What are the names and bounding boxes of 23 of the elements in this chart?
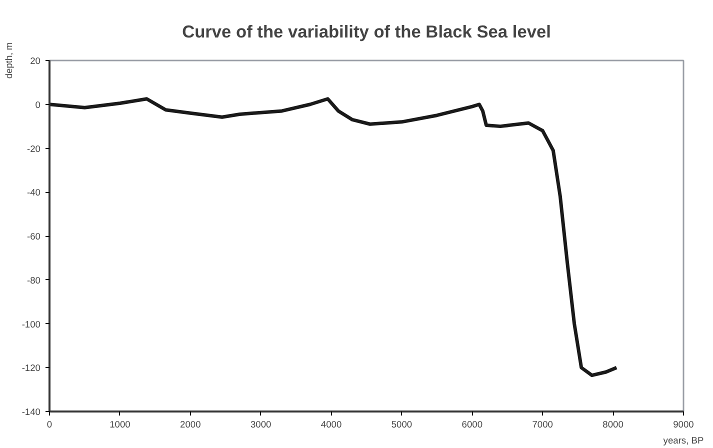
x-tick-label: 0 — [46, 420, 52, 430]
line-series — [50, 97, 618, 378]
y-tick-label: -40 — [27, 188, 40, 198]
y-tick-label: -60 — [27, 232, 40, 242]
x-tick-label: 9000 — [673, 420, 694, 430]
x-tick-label: 4000 — [320, 420, 342, 430]
y-tick-label: 20 — [30, 56, 41, 66]
x-tick-label: 8000 — [602, 420, 624, 430]
x-tick-label: 6000 — [462, 420, 483, 430]
y-tick-label: -140 — [22, 407, 40, 417]
y-tick-label: -20 — [27, 144, 40, 154]
x-tick-label: 7000 — [532, 420, 553, 430]
x-tick-label: 2000 — [180, 420, 201, 430]
y-tick-label: -100 — [22, 319, 40, 330]
y-axis-title: depth, m — [4, 42, 14, 79]
chart-title: Curve of the variability of the Black Sea level — [182, 22, 551, 42]
x-axis-title: years, BP — [663, 436, 704, 446]
y-tick-label: -120 — [22, 363, 40, 374]
y-tick-label: -80 — [27, 275, 40, 286]
x-tick-label: 3000 — [250, 420, 272, 430]
x-tick-label: 1000 — [110, 420, 130, 430]
x-tick-label: 5000 — [391, 420, 412, 430]
y-tick-label: 0 — [35, 100, 41, 110]
